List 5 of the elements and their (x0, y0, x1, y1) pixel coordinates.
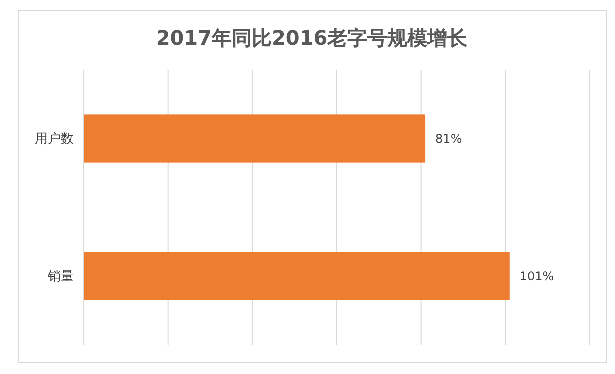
y-tick-label: 用户数 (35, 130, 74, 146)
data-label: 101% (520, 269, 554, 284)
data-label: 81% (436, 132, 462, 146)
chart-title: 2017年同比2016老字号规模增长 (156, 26, 469, 50)
y-tick-label: 销量 (47, 268, 74, 284)
